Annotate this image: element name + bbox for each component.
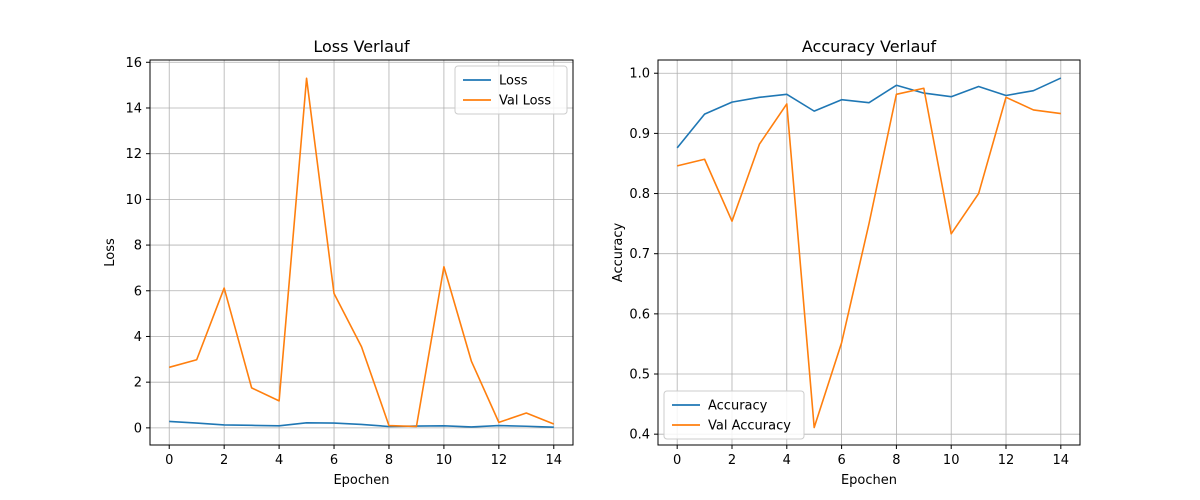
legend: Accuracy Val Accuracy: [663, 390, 805, 440]
y-tick-label: 0.9: [629, 127, 650, 142]
x-tick-label: 8: [385, 453, 393, 468]
series-line-1: [676, 87, 1061, 429]
x-tick-label: 14: [545, 453, 562, 468]
x-tick-label: 4: [783, 453, 791, 468]
legend-box: [454, 65, 568, 115]
legend-label: Val Loss: [499, 94, 551, 109]
chart-title: Loss Verlauf: [313, 37, 410, 56]
series-line-0: [169, 420, 554, 428]
x-tick-label: 4: [275, 453, 283, 468]
axes-frame: [149, 59, 574, 446]
x-tick-label: 12: [998, 453, 1015, 468]
chart-panel-0: 0 2 4 6 8 10 12 14 0 2 4 6 8 10 12 14 16 Loss Verlauf Epoc…: [103, 37, 574, 488]
x-axis-label: Epochen: [333, 473, 389, 488]
y-tick-label: 16: [125, 56, 142, 71]
x-tick-label: 12: [491, 453, 508, 468]
y-tick-label: 12: [125, 147, 142, 162]
y-tick-label: 0.4: [629, 428, 650, 443]
x-tick-label: 14: [1053, 453, 1070, 468]
y-axis-label: Accuracy: [611, 223, 626, 283]
y-tick-label: 1.0: [629, 67, 650, 82]
y-tick-label: 2: [134, 376, 142, 391]
y-tick-label: 0.8: [629, 187, 650, 202]
series-line-0: [676, 77, 1062, 149]
legend-box: [663, 390, 805, 440]
x-tick-label: 0: [673, 453, 681, 468]
legend-label: Accuracy: [708, 399, 768, 414]
x-tick-label: 8: [892, 453, 900, 468]
y-tick-label: 14: [125, 101, 142, 116]
y-tick-label: 0.5: [629, 368, 650, 383]
chart-title: Accuracy Verlauf: [802, 37, 937, 56]
x-tick-label: 10: [943, 453, 960, 468]
legend-label: Loss: [499, 74, 528, 89]
legend: Loss Val Loss: [454, 65, 568, 115]
series-line-1: [169, 77, 555, 428]
x-axis-label: Epochen: [841, 473, 897, 488]
y-tick-label: 0.6: [629, 307, 650, 322]
y-axis-label: Loss: [103, 238, 118, 267]
y-tick-label: 10: [125, 193, 142, 208]
chart-panel-1: 0 2 4 6 8 10 12 14 0.4 0.5 0.6 0.7 0.8 0.9 1.0 Accuracy…: [611, 37, 1081, 488]
x-tick-label: 6: [330, 453, 338, 468]
axes-frame: [657, 59, 1081, 446]
y-tick-label: 6: [134, 284, 142, 299]
legend-label: Val Accuracy: [708, 419, 791, 434]
x-tick-label: 6: [837, 453, 845, 468]
x-tick-label: 0: [165, 453, 173, 468]
y-tick-label: 0: [134, 421, 142, 436]
x-tick-label: 2: [220, 453, 228, 468]
x-tick-label: 10: [436, 453, 453, 468]
y-tick-label: 4: [134, 330, 142, 345]
y-tick-label: 0.7: [629, 247, 650, 262]
x-tick-label: 2: [728, 453, 736, 468]
y-tick-label: 8: [134, 239, 142, 254]
